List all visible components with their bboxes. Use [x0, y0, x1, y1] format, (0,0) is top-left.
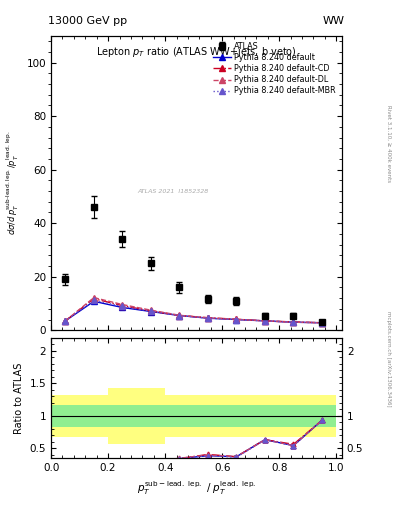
Text: Lepton $p_T$ ratio (ATLAS WW+jets, b veto): Lepton $p_T$ ratio (ATLAS WW+jets, b vet… [96, 45, 297, 59]
Y-axis label: $d\sigma/d\,p_T^{\rm sub\text{-}lead.\,lep.}/p_T^{\rm lead.\,lep.}$: $d\sigma/d\,p_T^{\rm sub\text{-}lead.\,l… [5, 131, 21, 235]
Y-axis label: Ratio to ATLAS: Ratio to ATLAS [14, 362, 24, 434]
Text: ATLAS 2021  I1852328: ATLAS 2021 I1852328 [138, 189, 209, 195]
Text: 13000 GeV pp: 13000 GeV pp [48, 15, 127, 26]
Text: Rivet 3.1.10, ≥ 400k events: Rivet 3.1.10, ≥ 400k events [386, 105, 391, 182]
X-axis label: $p_T^{\mathrm{sub-lead.\ lep.}}$ / $p_T^{\mathrm{lead.\ lep.}}$: $p_T^{\mathrm{sub-lead.\ lep.}}$ / $p_T^… [137, 479, 256, 497]
Text: mcplots.cern.ch [arXiv:1306.3436]: mcplots.cern.ch [arXiv:1306.3436] [386, 311, 391, 406]
Text: WW: WW [323, 15, 345, 26]
Legend: ATLAS, Pythia 8.240 default, Pythia 8.240 default-CD, Pythia 8.240 default-DL, P: ATLAS, Pythia 8.240 default, Pythia 8.24… [211, 40, 338, 98]
